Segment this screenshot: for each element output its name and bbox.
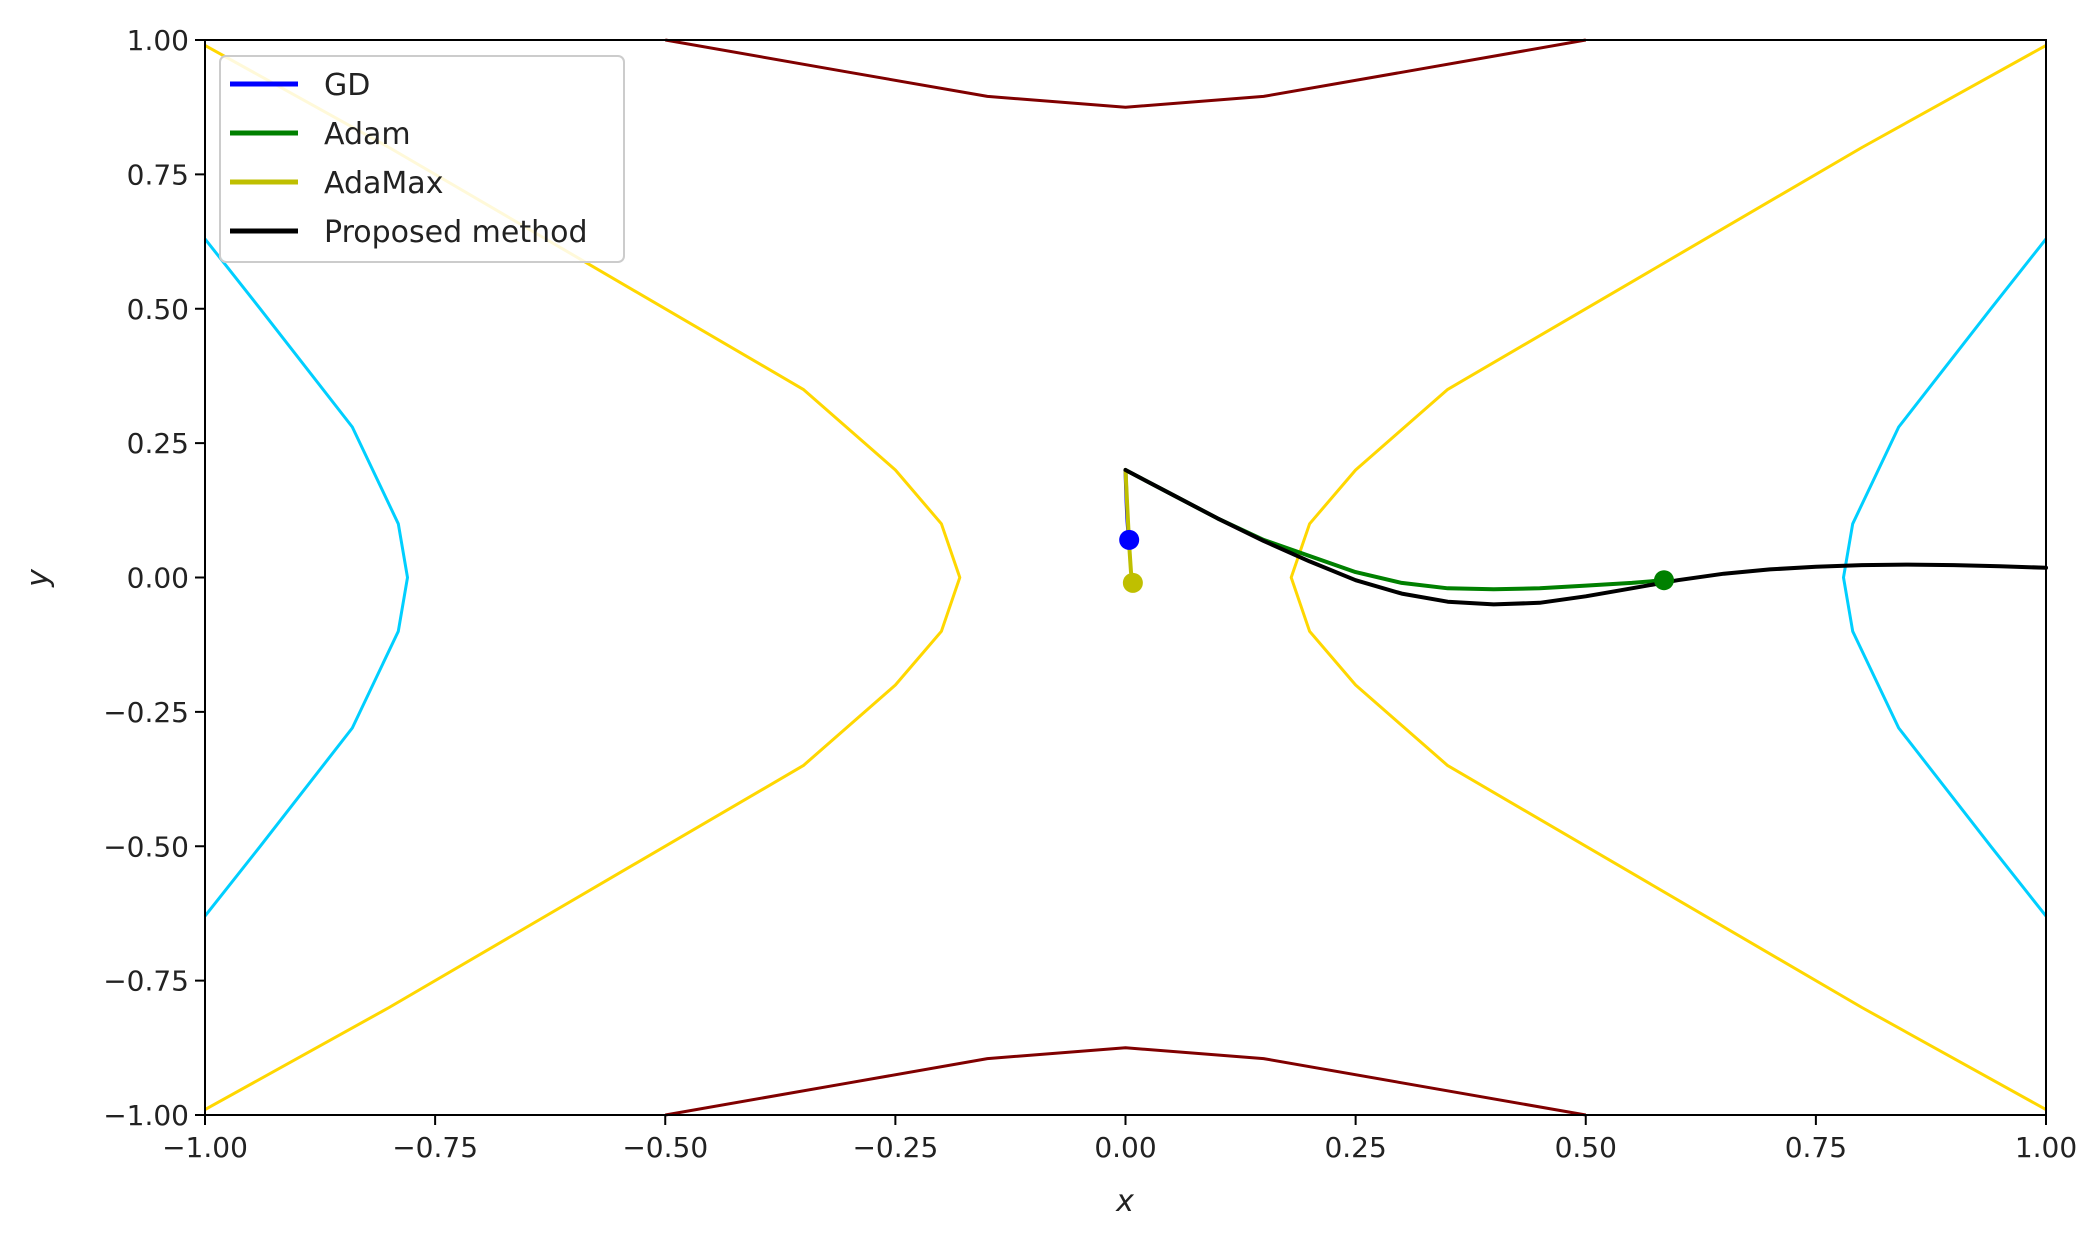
contour-line-0-0: [203, 237, 409, 918]
y-tick-label: 1.00: [127, 24, 189, 57]
legend-label-proposed-method: Proposed method: [324, 215, 588, 250]
series-marker-adam: [1653, 570, 1674, 591]
y-tick-label: 0.50: [127, 293, 189, 326]
markers-layer: [1119, 529, 1674, 593]
y-axis-label: y: [21, 568, 56, 588]
x-tick-label: −1.00: [162, 1131, 248, 1164]
y-tick-label: −0.25: [103, 696, 189, 729]
x-tick-label: 0.75: [1785, 1131, 1847, 1164]
x-tick-label: −0.50: [622, 1131, 708, 1164]
x-tick-label: −0.75: [392, 1131, 478, 1164]
x-tick-label: −0.25: [852, 1131, 938, 1164]
y-tick-label: 0.00: [127, 562, 189, 595]
x-tick-label: 1.00: [2015, 1131, 2077, 1164]
contour-line-0-1: [1842, 237, 2048, 918]
contours-layer: [203, 38, 2048, 1117]
series-marker-adamax: [1122, 572, 1143, 593]
legend-label-adamax: AdaMax: [324, 166, 443, 201]
x-tick-label: 0.50: [1555, 1131, 1617, 1164]
x-axis-label: x: [1115, 1184, 1134, 1219]
contour-line-2-0: [665, 38, 1587, 109]
legend-label-adam: Adam: [324, 117, 411, 152]
series-marker-gd: [1119, 529, 1140, 550]
x-tick-label: 0.25: [1324, 1131, 1386, 1164]
y-tick-label: −0.50: [103, 830, 189, 863]
y-tick-label: −1.00: [103, 1099, 189, 1132]
series-line-proposed-method: [1123, 468, 2048, 607]
y-tick-label: 0.75: [127, 158, 189, 191]
y-tick-label: 0.25: [127, 427, 189, 460]
y-ticks: 1.00 0.75 0.50 0.25 0.00 −0.25 −0.50 −0.75 −1.00: [103, 24, 205, 1132]
contour-line-2-1: [665, 1046, 1587, 1117]
legend: GD Adam AdaMax Proposed method: [219, 55, 625, 263]
x-ticks: −1.00 −0.75 −0.50 −0.25 0.00 0.25 0.50 0.75 1.00: [162, 1115, 2077, 1164]
legend-label-gd: GD: [324, 68, 370, 103]
contour-line-1-0: [204, 44, 962, 1111]
legend-box: [219, 55, 625, 263]
y-tick-label: −0.75: [103, 965, 189, 998]
x-tick-label: 0.00: [1094, 1131, 1156, 1164]
contour-line-1-1: [1289, 44, 2047, 1111]
